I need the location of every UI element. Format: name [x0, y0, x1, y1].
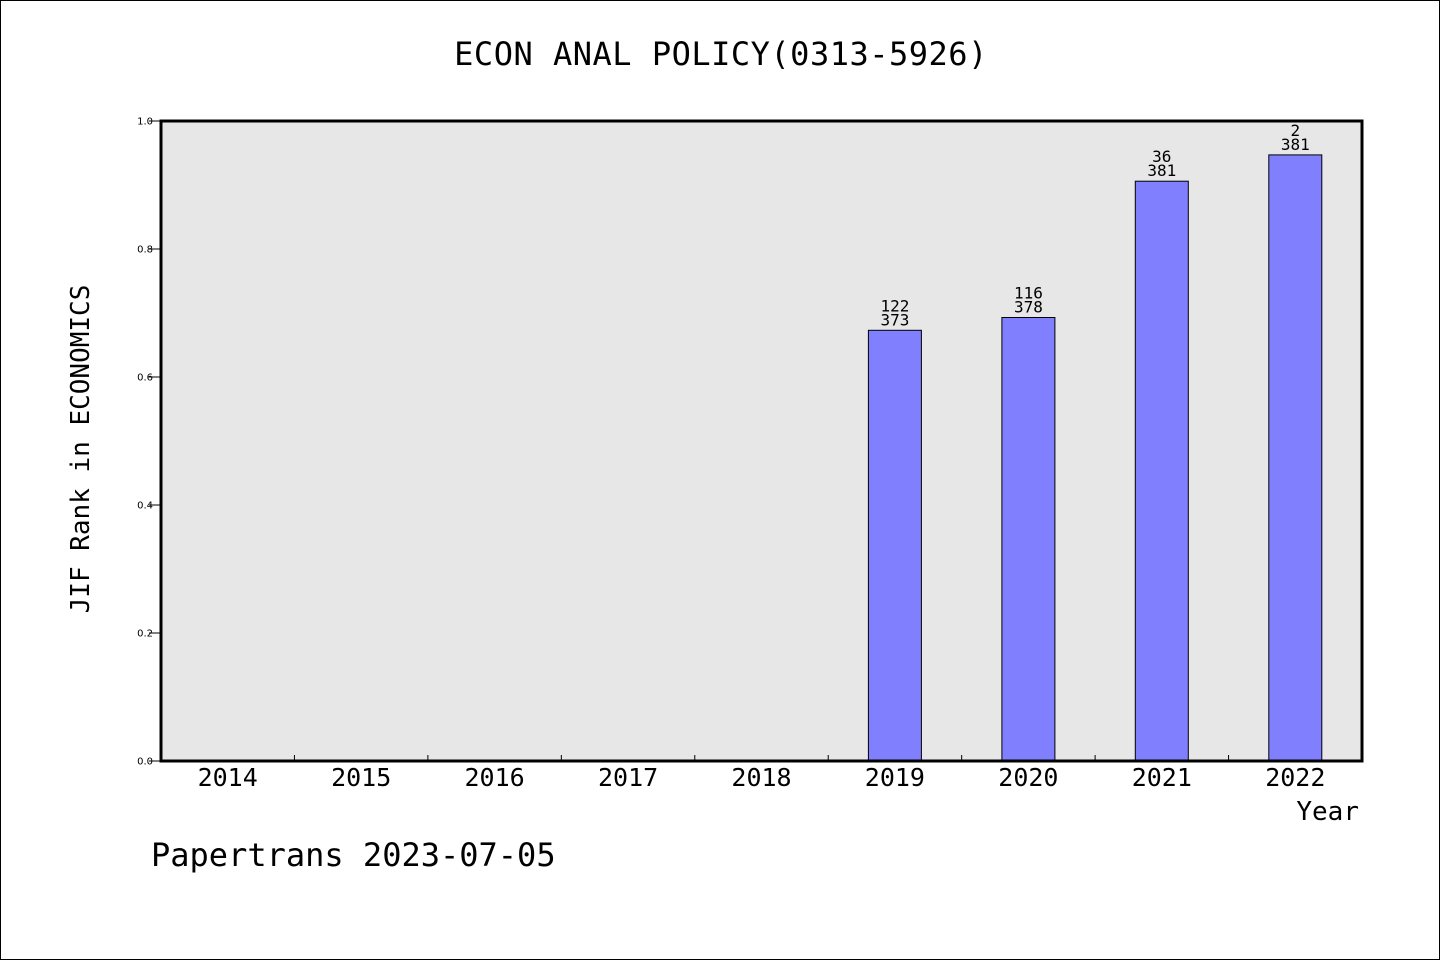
x-tick-label: 2020 [998, 763, 1058, 792]
x-tick-label: 2015 [331, 763, 391, 792]
bar-label-total-2020: 378 [1014, 298, 1043, 317]
bar-label-total-2019: 373 [880, 310, 909, 329]
x-axis-label: Year [1296, 797, 1359, 827]
bar-label-total-2021: 381 [1147, 161, 1176, 180]
bar-label-rank-2019: 122 [880, 296, 909, 315]
x-tick-label: 2014 [198, 763, 258, 792]
bar-label-rank-2020: 116 [1014, 284, 1043, 303]
y-tick-label: 0.6 [137, 373, 153, 384]
x-tick-label: 2017 [598, 763, 658, 792]
chart-title: ECON ANAL POLICY(0313-5926) [454, 35, 988, 73]
x-tick-label: 2016 [464, 763, 524, 792]
bar-2021 [1134, 180, 1189, 762]
plot-frame [159, 119, 1364, 763]
bar-2020 [1001, 317, 1056, 762]
y-tick-label: 0.0 [137, 757, 153, 768]
bar-label-rank-2022: 2 [1290, 121, 1300, 140]
y-tick-label: 0.8 [137, 245, 153, 256]
y-tick-label: 0.4 [137, 501, 153, 512]
y-tick-label: 0.2 [137, 629, 153, 640]
footer-credit: Papertrans 2023-07-05 [151, 836, 556, 874]
x-tick-label: 2019 [865, 763, 925, 792]
bar-label-rank-2021: 36 [1152, 147, 1171, 166]
y-tick-label: 1.0 [137, 117, 153, 128]
x-tick-label: 2021 [1132, 763, 1192, 792]
bar-2022 [1268, 154, 1323, 762]
bar-2019 [867, 329, 922, 762]
bar-label-total-2022: 381 [1281, 135, 1310, 154]
x-tick-label: 2022 [1265, 763, 1325, 792]
x-tick-label: 2018 [731, 763, 791, 792]
